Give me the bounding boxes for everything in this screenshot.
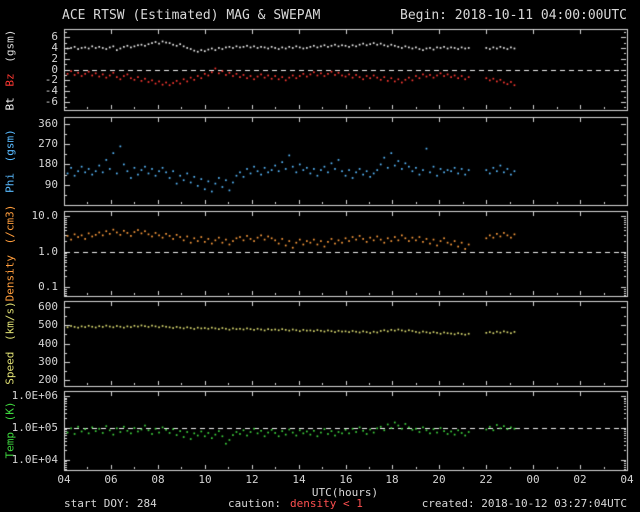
- x-tick-label: 20: [432, 473, 446, 486]
- y-tick-label: 1.0E+06: [11, 389, 58, 402]
- y-tick-label: -2: [44, 73, 58, 86]
- x-tick-label: 06: [104, 473, 118, 486]
- x-tick-label: 08: [151, 473, 165, 486]
- y-tick-label: 10.0: [31, 209, 59, 222]
- y-tick-label: 180: [38, 157, 58, 170]
- y-tick-label: 360: [38, 117, 58, 130]
- x-axis-title: UTC(hours): [311, 486, 379, 499]
- begin-timestamp: Begin: 2018-10-11 04:00:00UTC: [400, 8, 627, 23]
- y-tick-label: 6: [51, 30, 58, 43]
- x-tick-label: 04: [620, 473, 634, 486]
- x-tick-label: 18: [385, 473, 399, 486]
- density-axis-text: Density: [3, 255, 17, 302]
- created-timestamp: created: 2018-10-12 03:27:04UTC: [421, 497, 627, 510]
- y-tick-label: 2: [51, 52, 58, 65]
- caution-value: density < 1: [290, 497, 363, 510]
- y-tick-label: 300: [38, 355, 58, 368]
- x-tick-label: 04: [57, 473, 71, 486]
- y-tick-label: 400: [38, 337, 58, 350]
- x-tick-label: 02: [573, 473, 587, 486]
- y-tick-label: 1.0: [38, 245, 58, 258]
- temp-unit-text: (K): [3, 401, 17, 422]
- y-tick-label: 90: [44, 178, 58, 191]
- x-tick-label: 14: [292, 473, 306, 486]
- x-tick-label: 16: [339, 473, 353, 486]
- x-tick-label: 10: [198, 473, 212, 486]
- y-tick-label: 270: [38, 137, 58, 150]
- chart-title: ACE RTSW (Estimated) MAG & SWEPAM: [62, 8, 321, 23]
- y-tick-label: 1.0E+05: [11, 421, 58, 434]
- x-tick-label: 00: [526, 473, 540, 486]
- x-tick-label: 12: [245, 473, 259, 486]
- y-tick-label: -4: [44, 84, 58, 97]
- y-tick-label: 600: [38, 300, 58, 313]
- y-tick-label: 500: [38, 318, 58, 331]
- x-tick-label: 22: [479, 473, 493, 486]
- y-tick-label: 0.1: [38, 280, 58, 293]
- y-tick-label: -6: [44, 95, 58, 108]
- start-doy-label: start DOY: 284: [64, 497, 157, 510]
- caution-label: caution:: [228, 497, 281, 510]
- y-tick-label: 4: [51, 41, 58, 54]
- y-tick-label: 200: [38, 373, 58, 386]
- y-tick-label: 0: [51, 63, 58, 76]
- y-tick-label: 1.0E+04: [11, 453, 58, 466]
